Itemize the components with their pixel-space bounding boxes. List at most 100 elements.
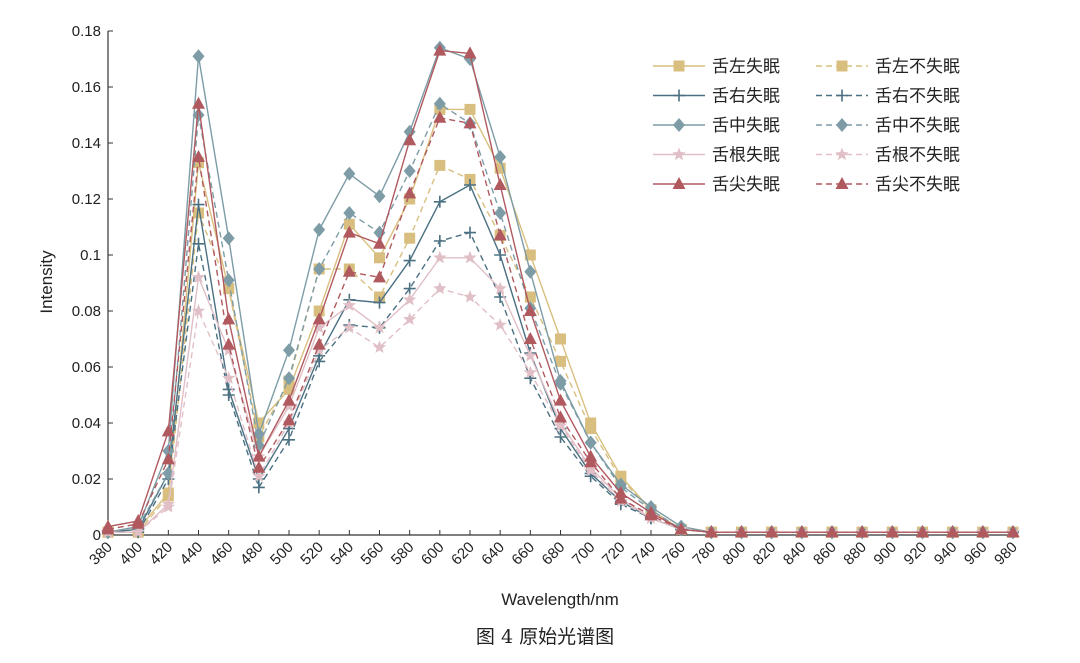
data-point (464, 226, 476, 239)
data-point (283, 343, 295, 358)
data-point (494, 162, 506, 174)
legend-item: 舌根不失眠 (816, 146, 960, 166)
legend-label: 舌尖不失眠 (875, 175, 960, 195)
x-tick-label: 720 (599, 539, 629, 569)
series-1 (102, 159, 1019, 538)
data-point (161, 452, 175, 465)
data-point (493, 228, 507, 241)
legend-label: 舌左不失眠 (875, 57, 960, 77)
data-point (192, 150, 205, 162)
legend-item: 舌尖失眠 (653, 175, 780, 195)
data-point (312, 337, 326, 350)
data-point (1006, 525, 1020, 538)
data-point (373, 296, 386, 309)
legend-marker (836, 89, 848, 102)
series-7 (101, 281, 1020, 538)
x-tick-label: 560 (358, 539, 388, 569)
y-tick-label: 0.06 (72, 359, 101, 376)
x-tick-label: 820 (750, 539, 780, 569)
data-point (161, 500, 175, 513)
data-point (523, 332, 537, 344)
series-line (108, 164, 1013, 533)
data-point (523, 365, 537, 379)
x-tick-label: 660 (508, 539, 538, 569)
data-point (403, 164, 416, 178)
data-point (403, 312, 417, 326)
data-point (222, 231, 235, 246)
data-point (433, 281, 447, 295)
data-point (343, 166, 356, 181)
data-point (463, 250, 477, 264)
figure-caption: 图 4 原始光谱图 (476, 626, 614, 648)
legend-marker (835, 147, 849, 161)
data-point (252, 438, 265, 453)
x-tick-label: 600 (418, 539, 448, 569)
data-point (342, 320, 356, 334)
series-line (107, 102, 1013, 533)
legend-item: 舌中不失眠 (816, 116, 960, 136)
data-point (162, 490, 174, 502)
data-point (524, 249, 536, 261)
data-point (192, 198, 205, 211)
data-point (585, 417, 597, 429)
x-tick-label: 740 (629, 539, 659, 569)
series-0 (102, 103, 1019, 538)
data-point (222, 273, 235, 288)
x-axis-title: Wavelength/nm (501, 590, 618, 609)
legend-marker (673, 60, 685, 72)
data-point (192, 96, 205, 109)
data-point (101, 522, 115, 535)
data-point (433, 250, 447, 264)
data-point (433, 195, 446, 208)
data-point (342, 298, 356, 312)
data-point (434, 159, 446, 171)
data-point (916, 525, 929, 538)
data-point (372, 320, 387, 334)
data-point (372, 340, 387, 354)
data-point (553, 418, 568, 432)
data-point (855, 525, 869, 538)
data-point (614, 491, 628, 504)
data-point (674, 522, 688, 535)
y-tick-label: 0.16 (72, 79, 101, 96)
data-point (252, 481, 265, 494)
data-point (373, 225, 386, 240)
legend-marker (836, 60, 848, 72)
data-point (373, 236, 386, 249)
data-point (252, 460, 266, 473)
legend-marker (673, 118, 685, 132)
y-tick-label: 0.02 (72, 471, 101, 488)
x-tick-label: 440 (177, 539, 207, 569)
data-point (885, 525, 899, 538)
x-tick-label: 880 (840, 539, 870, 569)
data-point (523, 304, 537, 316)
data-point (312, 320, 326, 334)
data-point (252, 469, 266, 482)
legend-label: 舌根失眠 (712, 146, 780, 166)
legend-item: 舌右失眠 (653, 87, 780, 107)
x-tick-label: 840 (780, 539, 810, 569)
data-point (313, 222, 326, 237)
data-point (523, 348, 537, 362)
data-point (494, 150, 507, 164)
legend-label: 舌尖失眠 (712, 175, 780, 195)
legend-item: 舌左不失眠 (816, 57, 960, 77)
data-point (765, 525, 779, 538)
data-point (554, 393, 567, 406)
legend-label: 舌左失眠 (712, 57, 780, 77)
data-point (283, 371, 295, 386)
data-point (463, 290, 477, 303)
x-tick-label: 960 (961, 539, 991, 569)
data-point (433, 235, 446, 247)
data-point (946, 525, 960, 538)
x-tick-label: 580 (388, 539, 418, 569)
data-point (252, 449, 266, 462)
data-point (433, 43, 447, 56)
data-point (524, 264, 537, 279)
data-point (464, 103, 476, 115)
data-point (403, 254, 416, 267)
data-point (253, 417, 265, 429)
x-tick-label: 680 (539, 539, 569, 569)
data-point (222, 337, 236, 350)
